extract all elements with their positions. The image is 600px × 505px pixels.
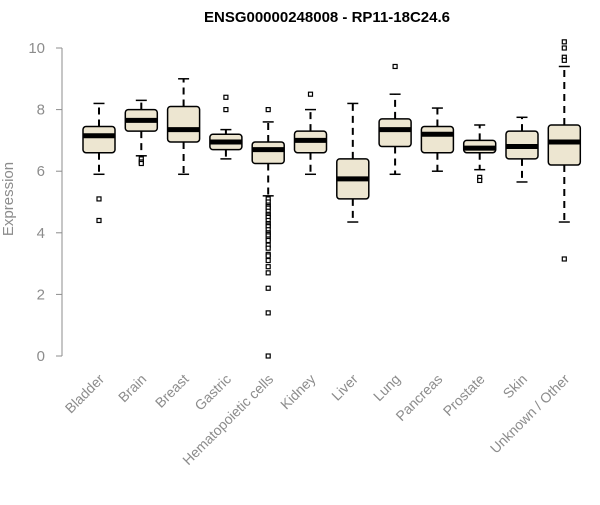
outlier-point (265, 353, 271, 359)
outlier-point (265, 253, 271, 259)
box-lung (378, 63, 412, 176)
box-unknown-other (547, 39, 582, 262)
box-prostate (462, 124, 497, 184)
x-category-label: Prostate (440, 371, 488, 419)
y-tick-label: 8 (37, 102, 45, 119)
x-category-label: Bladder (62, 371, 108, 417)
outlier-point (477, 177, 483, 184)
x-category-label: Pancreas (392, 371, 445, 424)
outlier-point (561, 39, 567, 45)
box-iqr (82, 125, 116, 154)
outlier-point (265, 237, 271, 244)
outlier-point (561, 45, 567, 51)
outlier-point (265, 257, 271, 264)
y-tick-label: 2 (37, 286, 45, 303)
outlier-point (265, 310, 271, 316)
y-axis-title: Expression (0, 162, 17, 236)
outlier-point (96, 217, 102, 224)
y-axis: 0 2 4 6 8 10 (28, 40, 63, 365)
outlier-point (138, 160, 144, 167)
y-tick-label: 0 (37, 348, 45, 365)
outlier-point (561, 57, 567, 63)
outlier-point (307, 91, 314, 97)
outlier-point (223, 106, 229, 113)
x-category-label: Skin (500, 371, 531, 402)
box-iqr (420, 125, 455, 154)
box-kidney (293, 91, 328, 176)
box-liver (336, 102, 370, 223)
outlier-point (265, 106, 271, 113)
x-category-label: Liver (328, 371, 361, 404)
y-tick-label: 4 (37, 225, 45, 242)
outlier-point (96, 196, 102, 202)
box-iqr (251, 141, 285, 165)
y-tick-label: 6 (37, 163, 45, 180)
outlier-point (265, 264, 271, 270)
chart-title: ENSG00000248008 - RP11-18C24.6 (204, 9, 450, 26)
box-brain (124, 99, 159, 167)
box-iqr (378, 118, 412, 148)
outlier-point (265, 285, 271, 291)
box-pancreas (420, 107, 455, 172)
x-category-label: Breast (152, 371, 192, 411)
boxes-group (82, 39, 582, 359)
x-category-label: Kidney (277, 371, 319, 413)
y-tick-label: 10 (28, 40, 45, 57)
box-hematopoietic-cells (251, 106, 285, 359)
x-category-label: Brain (115, 371, 149, 405)
box-bladder (82, 102, 116, 224)
box-iqr (547, 124, 582, 166)
x-category-label: Lung (370, 371, 403, 404)
x-category-label: Unknown / Other (487, 371, 573, 457)
outlier-point (223, 94, 229, 100)
outlier-point (561, 256, 567, 262)
outlier-point (265, 270, 271, 276)
outlier-point (392, 63, 398, 70)
box-gastric (209, 94, 243, 160)
box-iqr (166, 105, 201, 143)
box-skin (505, 116, 539, 183)
outlier-point (265, 245, 271, 251)
box-breast (166, 78, 201, 176)
